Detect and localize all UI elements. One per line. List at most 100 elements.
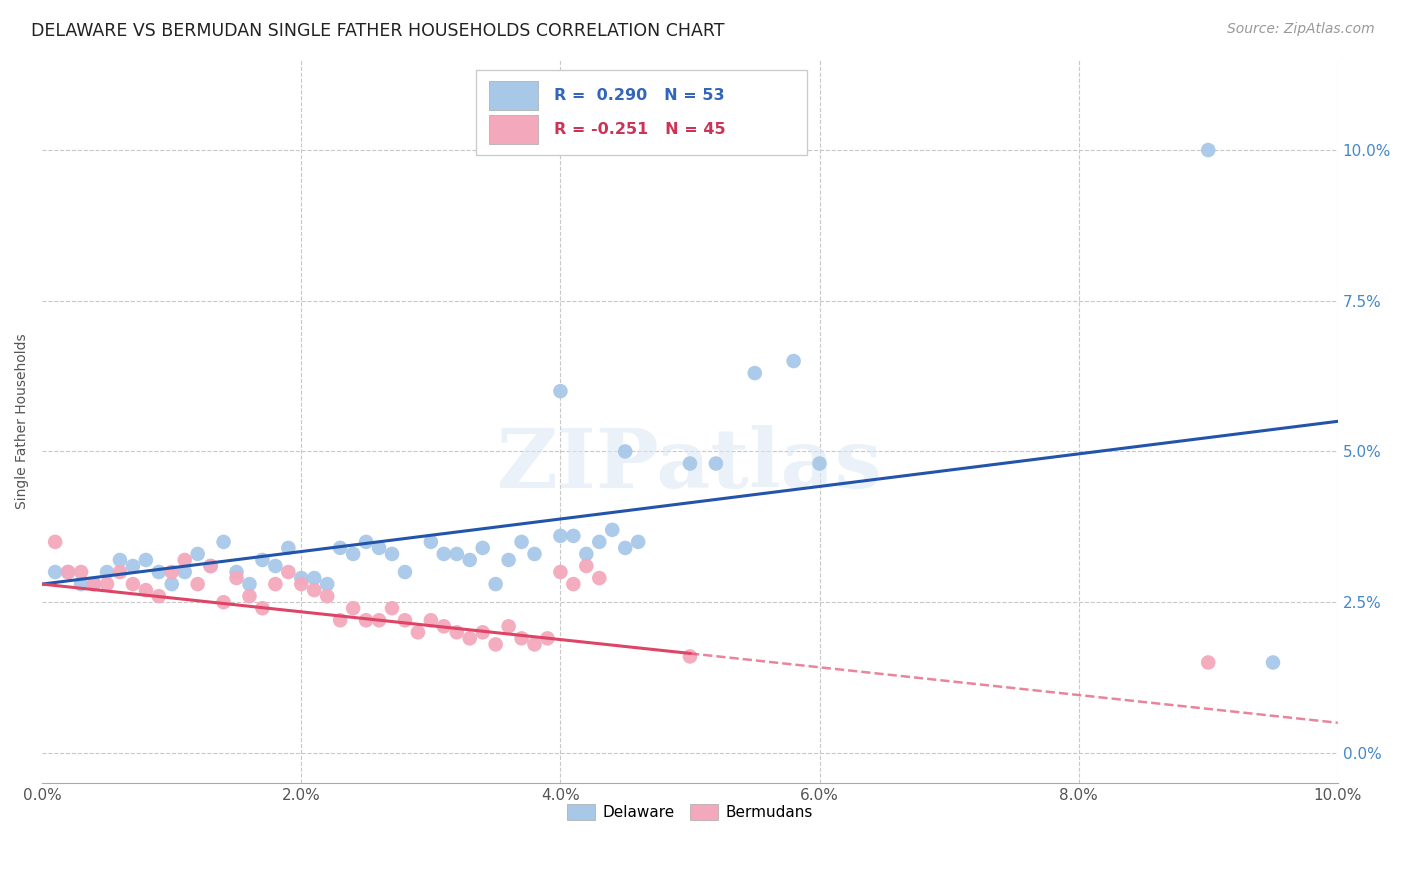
Point (70, 565, 93, 579)
Point (523, 637, 546, 651)
Point (614, 444, 637, 458)
Point (135, 583, 157, 598)
Point (160, 577, 183, 591)
Point (368, 613, 391, 627)
Point (264, 559, 287, 574)
Point (704, 457, 727, 471)
FancyBboxPatch shape (477, 70, 807, 155)
Point (394, 565, 416, 579)
Point (550, 384, 572, 399)
Point (588, 535, 610, 549)
Point (458, 553, 481, 567)
Point (252, 601, 274, 615)
Point (316, 577, 339, 591)
Legend: Delaware, Bermudans: Delaware, Bermudans (561, 797, 818, 826)
Point (471, 541, 494, 555)
Point (44, 535, 66, 549)
Point (562, 529, 585, 543)
Point (187, 577, 209, 591)
Point (200, 559, 222, 574)
Point (304, 583, 326, 598)
Point (550, 529, 572, 543)
Point (135, 553, 157, 567)
Point (419, 535, 441, 549)
Point (225, 571, 247, 585)
Point (498, 619, 520, 633)
Point (290, 577, 312, 591)
Point (122, 559, 145, 574)
Point (329, 541, 352, 555)
Point (510, 535, 533, 549)
Point (458, 632, 481, 646)
Point (173, 553, 195, 567)
Point (290, 571, 312, 585)
Point (148, 589, 170, 603)
Point (433, 619, 456, 633)
Point (381, 601, 404, 615)
Text: R = -0.251   N = 45: R = -0.251 N = 45 (554, 121, 725, 136)
Point (588, 571, 610, 585)
Point (600, 523, 623, 537)
Point (264, 577, 287, 591)
Point (419, 613, 441, 627)
Point (394, 613, 416, 627)
Point (316, 589, 339, 603)
Point (1261, 656, 1284, 670)
Point (679, 457, 702, 471)
Point (160, 565, 183, 579)
Point (83, 577, 105, 591)
Point (44, 565, 66, 579)
Point (368, 541, 391, 555)
Point (1197, 656, 1219, 670)
Point (70, 577, 93, 591)
Point (277, 541, 299, 555)
Point (342, 601, 364, 615)
Point (148, 565, 170, 579)
Point (406, 625, 429, 640)
Point (277, 565, 299, 579)
Point (342, 547, 364, 561)
Point (782, 354, 804, 368)
Point (471, 625, 494, 640)
Y-axis label: Single Father Households: Single Father Households (15, 334, 30, 509)
Point (446, 547, 468, 561)
Point (304, 571, 326, 585)
Point (808, 457, 831, 471)
Point (56, 565, 79, 579)
Point (225, 565, 247, 579)
Point (238, 577, 260, 591)
Point (744, 366, 766, 380)
Point (354, 613, 377, 627)
Point (252, 553, 274, 567)
Text: ZIPatlas: ZIPatlas (498, 425, 883, 505)
Point (433, 547, 456, 561)
FancyBboxPatch shape (489, 114, 538, 144)
Point (536, 632, 558, 646)
Point (329, 613, 352, 627)
Point (485, 577, 508, 591)
Point (550, 565, 572, 579)
Point (187, 547, 209, 561)
Point (173, 565, 195, 579)
FancyBboxPatch shape (489, 81, 538, 111)
Point (627, 535, 650, 549)
Text: Source: ZipAtlas.com: Source: ZipAtlas.com (1227, 22, 1375, 37)
Point (200, 559, 222, 574)
Point (238, 589, 260, 603)
Point (510, 632, 533, 646)
Point (498, 553, 520, 567)
Point (56, 565, 79, 579)
Point (446, 625, 468, 640)
Point (575, 547, 598, 561)
Point (212, 595, 235, 609)
Point (96, 577, 118, 591)
Point (575, 559, 598, 574)
Point (122, 577, 145, 591)
Point (354, 535, 377, 549)
Point (381, 547, 404, 561)
Point (1197, 143, 1219, 157)
Point (679, 649, 702, 664)
Point (485, 637, 508, 651)
Point (108, 553, 131, 567)
Point (212, 535, 235, 549)
